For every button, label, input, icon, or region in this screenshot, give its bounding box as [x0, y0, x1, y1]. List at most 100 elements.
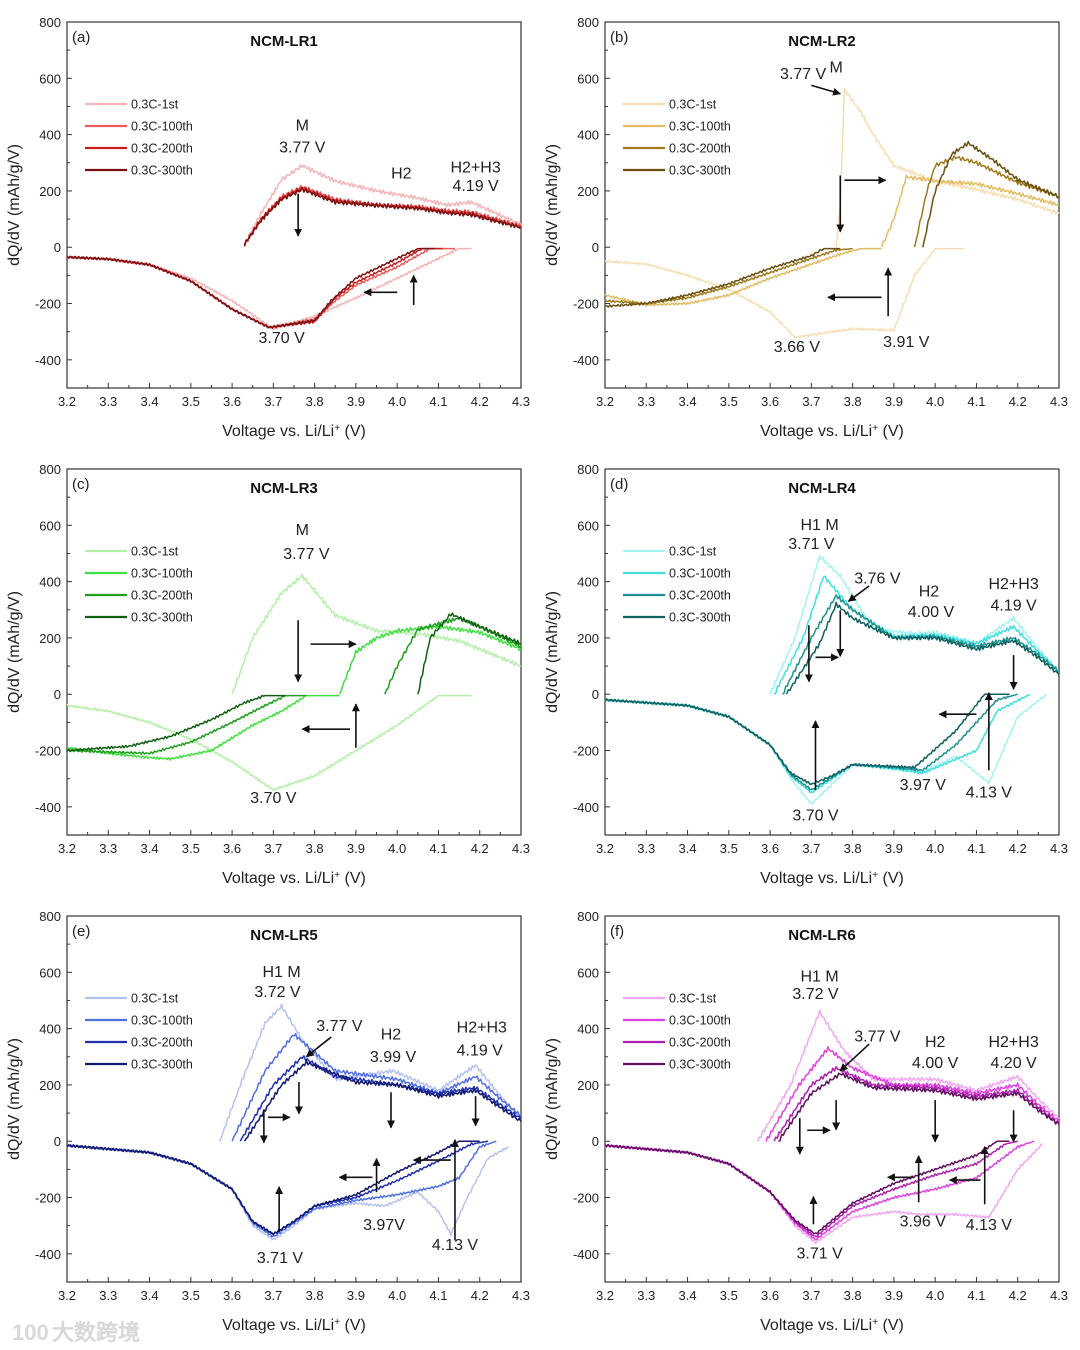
y-tick-label: -200: [573, 744, 599, 759]
y-tick-label: 400: [577, 1022, 599, 1037]
x-tick-label: 3.5: [182, 1288, 200, 1303]
x-axis-label-sup: +: [334, 870, 340, 881]
series-line-charge: [785, 601, 1060, 695]
annotation-label: 3.77 V: [854, 1028, 901, 1045]
legend-label: 0.3C-300th: [669, 164, 731, 178]
y-tick-label: -400: [573, 353, 599, 368]
y-tick-label: 200: [577, 1078, 599, 1093]
x-axis-label-sup: +: [872, 870, 878, 881]
x-tick-label: 3.8: [306, 394, 324, 409]
annotation-label: H2+H3: [988, 576, 1038, 593]
x-tick-label: 4.1: [429, 1288, 447, 1303]
x-axis-label-text: Voltage vs. Li/Li: [760, 423, 872, 440]
annotation-label: 3.72 V: [792, 986, 839, 1003]
annotation-label: 4.19 V: [452, 178, 499, 195]
legend-label: 0.3C-1st: [131, 98, 179, 112]
x-axis-label-unit: (V): [878, 423, 904, 440]
x-tick-label: 3.8: [844, 394, 862, 409]
annotation-label: M: [829, 60, 842, 77]
x-tick-label: 3.9: [885, 841, 903, 856]
legend-label: 0.3C-100th: [131, 120, 193, 134]
x-tick-label: 4.3: [1050, 841, 1068, 856]
x-tick-label: 3.9: [347, 841, 365, 856]
x-tick-label: 3.3: [99, 841, 117, 856]
legend-label: 0.3C-1st: [131, 545, 179, 559]
x-tick-label: 3.9: [885, 1288, 903, 1303]
chart-title: NCM-LR3: [250, 480, 318, 497]
y-tick-label: -400: [35, 353, 61, 368]
annotation-label: 3.70 V: [792, 807, 839, 824]
series-line-discharge: [66, 1140, 480, 1236]
x-tick-label: 4.0: [388, 394, 406, 409]
annotation-label: 3.77 V: [780, 66, 827, 83]
x-axis-label-sup: +: [872, 1317, 878, 1328]
x-tick-label: 4.1: [429, 394, 447, 409]
x-tick-label: 4.2: [471, 1288, 489, 1303]
x-tick-label: 3.5: [720, 1288, 738, 1303]
x-tick-label: 4.1: [967, 394, 985, 409]
x-tick-label: 4.2: [1009, 1288, 1027, 1303]
x-axis-label-sup: +: [334, 1317, 340, 1328]
y-tick-label: 0: [592, 687, 599, 702]
x-tick-label: 3.4: [679, 841, 697, 856]
x-axis-label-text: Voltage vs. Li/Li: [222, 423, 334, 440]
x-tick-label: 4.2: [471, 394, 489, 409]
watermark: 100 大数跨境: [12, 1320, 140, 1345]
x-tick-label: 3.8: [306, 841, 324, 856]
y-tick-label: 800: [577, 462, 599, 477]
series-line-discharge: [604, 693, 1018, 791]
series-line-charge: [338, 624, 522, 695]
x-axis-label-unit: (V): [340, 870, 366, 887]
annotation-arrow: [811, 84, 842, 96]
panel-label: (c): [72, 476, 90, 493]
y-tick-label: 400: [577, 575, 599, 590]
x-tick-label: 3.6: [761, 394, 779, 409]
series-line-charge: [243, 187, 522, 247]
x-tick-label: 3.6: [761, 1288, 779, 1303]
y-axis-label: dQ/dV (mAh/g/V): [6, 144, 23, 266]
x-tick-label: 3.7: [264, 841, 282, 856]
annotation-label: 3.66 V: [774, 339, 821, 356]
x-tick-label: 3.6: [223, 394, 241, 409]
x-tick-label: 3.3: [637, 394, 655, 409]
legend-label: 0.3C-300th: [669, 1058, 731, 1072]
y-tick-label: 200: [577, 631, 599, 646]
annotation-label: 4.19 V: [457, 1042, 504, 1059]
x-tick-label: 3.9: [347, 394, 365, 409]
x-tick-label: 3.7: [802, 1288, 820, 1303]
series-line-discharge: [604, 247, 965, 339]
series-line-discharge: [604, 247, 853, 306]
x-tick-label: 3.7: [264, 1288, 282, 1303]
legend-label: 0.3C-1st: [131, 992, 179, 1006]
x-tick-label: 3.9: [347, 1288, 365, 1303]
x-axis-label: Voltage vs. Li/Li+ (V): [222, 423, 366, 441]
x-axis-label: Voltage vs. Li/Li+ (V): [222, 1317, 366, 1335]
chart-panel-d: 3.2 3.3 3.4 3.5 3.6 3.7 3.8 3.9 4.0 4.1 4.2 4.3 800 6…: [544, 462, 1068, 887]
x-tick-label: 4.0: [926, 394, 944, 409]
legend-label: 0.3C-100th: [669, 120, 731, 134]
legend-label: 0.3C-300th: [669, 611, 731, 625]
x-tick-label: 3.3: [99, 394, 117, 409]
y-tick-label: 200: [39, 631, 61, 646]
x-tick-label: 3.5: [182, 841, 200, 856]
legend-label: 0.3C-1st: [669, 98, 717, 112]
x-tick-label: 3.3: [637, 841, 655, 856]
x-tick-label: 3.5: [720, 841, 738, 856]
series-line-charge: [243, 1059, 522, 1142]
x-tick-label: 4.3: [512, 1288, 530, 1303]
x-tick-label: 3.8: [844, 841, 862, 856]
y-tick-label: 200: [39, 184, 61, 199]
y-tick-label: 0: [54, 687, 61, 702]
series-line-discharge: [604, 693, 1010, 785]
chart-panel-c: 3.2 3.3 3.4 3.5 3.6 3.7 3.8 3.9 4.0 4.1 4.2 4.3 800 6…: [6, 462, 530, 887]
x-axis-label-text: Voltage vs. Li/Li: [760, 1317, 872, 1334]
chart-panel-b: 3.2 3.3 3.4 3.5 3.6 3.7 3.8 3.9 4.0 4.1 4.2 4.3 800 6…: [544, 15, 1068, 440]
annotation-label: H2: [391, 165, 412, 182]
series-line-charge: [880, 174, 1060, 248]
x-tick-label: 3.5: [182, 394, 200, 409]
y-tick-label: -400: [35, 800, 61, 815]
panel-label: (d): [610, 476, 628, 493]
series-line-discharge: [604, 693, 1031, 794]
legend-label: 0.3C-100th: [669, 567, 731, 581]
panel-label: (b): [610, 29, 628, 46]
